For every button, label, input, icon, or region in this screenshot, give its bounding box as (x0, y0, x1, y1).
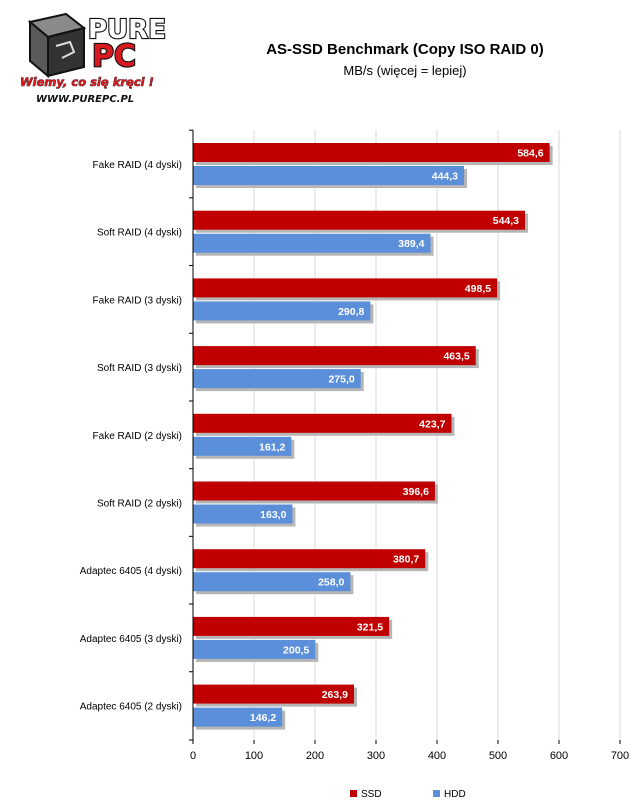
category-label: Fake RAID (3 dyski) (93, 295, 182, 306)
legend-swatch-hdd (433, 790, 440, 797)
x-tick-label-100: 100 (245, 750, 263, 762)
purepc-logo: PURE PC Wiemy, co się kręci ! WWW.PUREPC… (20, 12, 167, 105)
bar-ssd (193, 413, 452, 433)
category-label: Soft RAID (3 dyski) (97, 363, 182, 374)
bar-hdd (193, 707, 283, 727)
value-label-hdd: 290,8 (338, 306, 364, 318)
x-tick-label-300: 300 (367, 750, 385, 762)
bar-hdd (193, 572, 351, 592)
bar-hdd (193, 639, 316, 659)
value-label-ssd: 380,7 (393, 554, 419, 566)
category-label: Fake RAID (2 dyski) (93, 431, 182, 442)
logo-brand-bottom: PC (92, 39, 136, 74)
bar-ssd (193, 210, 526, 230)
bar-ssd (193, 616, 390, 636)
category-label: Adaptec 6405 (4 dyski) (80, 566, 182, 577)
category-labels: Fake RAID (4 dyski) Soft RAID (4 dyski) Fa… (80, 160, 182, 713)
legend: SSD HDD (350, 789, 466, 800)
bar-ssd (193, 549, 426, 569)
x-tick-labels: 0 100 200 300 400 500 600 700 (190, 750, 629, 762)
category-label: Soft RAID (4 dyski) (97, 228, 182, 239)
x-tick-label-200: 200 (306, 750, 324, 762)
bar-hdd (193, 504, 293, 524)
value-label-ssd: 423,7 (419, 418, 445, 430)
value-label-ssd: 263,9 (322, 689, 348, 701)
category-label: Adaptec 6405 (3 dyski) (80, 634, 182, 645)
value-label-ssd: 463,5 (443, 351, 469, 363)
bar-hdd (193, 233, 431, 253)
value-label-ssd: 544,3 (493, 215, 519, 227)
bar-hdd (193, 369, 361, 389)
logo-url: WWW.PUREPC.PL (36, 94, 134, 105)
legend-swatch-ssd (350, 790, 357, 797)
legend-label-hdd: HDD (444, 789, 466, 800)
bar-hdd (193, 301, 371, 321)
value-label-hdd: 161,2 (259, 441, 285, 453)
x-tick-label-700: 700 (611, 750, 629, 762)
bar-ssd (193, 481, 435, 501)
category-label: Soft RAID (2 dyski) (97, 499, 182, 510)
value-label-hdd: 275,0 (328, 374, 354, 386)
x-tick-label-600: 600 (550, 750, 568, 762)
logo-brand-top: PURE (88, 15, 166, 45)
bar-ssd (193, 143, 550, 162)
value-label-ssd: 396,6 (403, 486, 429, 498)
axes (189, 129, 621, 744)
value-label-hdd: 258,0 (318, 577, 344, 589)
chart-title: AS-SSD Benchmark (Copy ISO RAID 0) (266, 41, 544, 58)
value-label-hdd: 389,4 (398, 238, 424, 250)
chart-subtitle: MB/s (więcej = lepiej) (343, 63, 466, 78)
bar-hdd (193, 166, 465, 185)
legend-label-ssd: SSD (361, 789, 382, 800)
bars: 584,6 444,3 544,3 389,4 498,5 290,8 463,5 275,0… (193, 143, 553, 730)
category-label: Adaptec 6405 (2 dyski) (80, 702, 182, 713)
value-label-hdd: 444,3 (432, 171, 458, 183)
category-label: Fake RAID (4 dyski) (93, 160, 182, 171)
value-label-ssd: 321,5 (357, 621, 383, 633)
logo-slogan: Wiemy, co się kręci ! (20, 75, 154, 89)
bar-ssd (193, 278, 498, 298)
value-label-hdd: 163,0 (260, 509, 286, 521)
x-tick-label-400: 400 (428, 750, 446, 762)
bar-ssd (193, 684, 354, 704)
value-label-hdd: 200,5 (283, 644, 309, 656)
x-tick-label-0: 0 (190, 750, 196, 762)
value-label-hdd: 146,2 (250, 712, 276, 724)
value-label-ssd: 498,5 (465, 283, 491, 295)
bar-hdd (193, 436, 292, 456)
logo-cube-icon (27, 12, 87, 79)
x-tick-label-500: 500 (489, 750, 507, 762)
value-label-ssd: 584,6 (517, 148, 543, 160)
bar-ssd (193, 346, 476, 366)
